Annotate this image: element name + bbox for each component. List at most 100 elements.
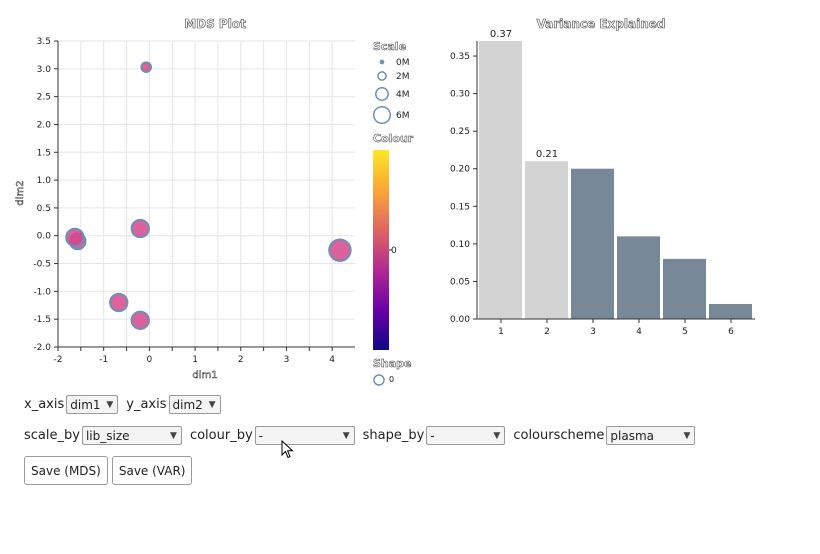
mds-ytick-label: 3.0 xyxy=(37,65,52,75)
chevron-down-icon: ▼ xyxy=(208,399,216,410)
variance-data-label: 0.37 xyxy=(490,29,512,40)
mds-point[interactable] xyxy=(65,227,85,248)
legend-colour-bar xyxy=(373,150,389,350)
mds-xtick-label: 3 xyxy=(284,355,290,365)
variance-xtick-label: 4 xyxy=(636,327,642,337)
save-mds-button[interactable]: Save (MDS) xyxy=(24,456,108,485)
mds-points[interactable] xyxy=(65,61,352,330)
mds-point[interactable] xyxy=(109,292,129,313)
shape-by-label: shape_by xyxy=(362,428,425,443)
mds-xtick-label: 1 xyxy=(192,355,198,365)
mds-ytick-label: 3.5 xyxy=(37,37,51,47)
mds-grid xyxy=(57,40,355,348)
scale-by-label: scale_by xyxy=(24,428,80,443)
mds-ytick-label: 0.0 xyxy=(37,232,52,242)
legend-scale-label: 4M xyxy=(396,90,410,100)
legend-colour-title: Colour xyxy=(373,132,414,145)
x-axis-select[interactable]: dim1 ▼ xyxy=(66,395,119,414)
save-var-button[interactable]: Save (VAR) xyxy=(111,456,193,485)
legend-colour-tick: 0 xyxy=(391,246,397,256)
mds-point[interactable] xyxy=(328,238,352,262)
legend-scale-label: 2M xyxy=(396,72,410,82)
legend-scale-symbol xyxy=(379,59,385,65)
variance-ytick-label: 0.35 xyxy=(450,52,470,62)
mds-xtick-label: -1 xyxy=(99,355,108,365)
chevron-down-icon: ▼ xyxy=(493,430,501,441)
mds-xlabel: dim1 xyxy=(192,370,217,381)
chevron-down-icon: ▼ xyxy=(683,430,691,441)
mds-ytick-label: 1.0 xyxy=(37,176,52,186)
legend-scale-symbol xyxy=(377,71,387,81)
variance-data-label: 0.21 xyxy=(536,149,558,160)
mds-point[interactable] xyxy=(130,310,150,330)
mds-ytick-label: -0.5 xyxy=(33,260,51,270)
variance-plot[interactable]: Variance Explained 0.37 0.21 1 2 3 4 5 6 0.00 0.… xyxy=(450,17,755,337)
variance-xtick-label: 2 xyxy=(544,327,550,337)
chevron-down-icon: ▼ xyxy=(342,430,350,441)
variance-bar[interactable] xyxy=(663,258,706,319)
mouse-cursor-icon xyxy=(281,440,294,459)
legend-scale-symbol xyxy=(375,87,389,101)
legend-scale-label: 0M xyxy=(396,58,410,68)
mds-xtick-label: 4 xyxy=(329,355,335,365)
variance-bar[interactable] xyxy=(709,303,752,319)
legend-shape-item: 0 xyxy=(389,375,394,384)
variance-xtick-label: 6 xyxy=(728,327,734,337)
colourscheme-label: colourscheme xyxy=(513,428,605,443)
variance-title: Variance Explained xyxy=(537,17,666,31)
mds-legend: Scale 0M 2M 4M 6M Colour 0 Shape 0 xyxy=(372,40,414,386)
mds-xtick-label: 2 xyxy=(238,355,244,365)
x-axis-label: x_axis xyxy=(24,397,65,412)
variance-ytick-label: 0.05 xyxy=(450,277,470,287)
legend-scale-label: 6M xyxy=(396,111,410,121)
variance-xtick-label: 5 xyxy=(682,327,688,337)
variance-ytick-label: 0.10 xyxy=(450,240,470,250)
mds-point[interactable] xyxy=(140,61,152,73)
y-axis-label: y_axis xyxy=(126,397,167,412)
charts-canvas: MDS Plot -2 -1 0 1 2 3 4 -2.0 -1.5 -1.0 -0.5 0.0 0.5… xyxy=(15,17,755,386)
colourscheme-select[interactable]: plasma ▼ xyxy=(606,426,696,445)
variance-xtick-label: 3 xyxy=(590,327,596,337)
legend-scale-items: 0M 2M 4M 6M xyxy=(372,58,410,125)
mds-ytick-label: -1.5 xyxy=(33,315,51,325)
variance-axes: 1 2 3 4 5 6 0.00 0.05 0.10 0.15 0.20 0.25 0.30 0.35 xyxy=(450,41,755,337)
colour-by-label: colour_by xyxy=(189,428,253,443)
mds-point[interactable] xyxy=(130,218,150,239)
chevron-down-icon: ▼ xyxy=(106,399,114,410)
axis-controls: x_axis dim1 ▼ y_axis dim2 ▼ xyxy=(24,395,229,414)
mds-ytick-label: -2.0 xyxy=(33,343,51,353)
legend-scale-symbol xyxy=(372,105,392,125)
variance-xtick-label: 1 xyxy=(498,327,504,337)
variance-ytick-label: 0.15 xyxy=(450,202,470,212)
mds-ytick-label: -1.0 xyxy=(33,287,51,297)
mds-ytick-label: 1.5 xyxy=(37,148,51,158)
mds-plot[interactable]: MDS Plot -2 -1 0 1 2 3 4 -2.0 -1.5 -1.0 -0.5 0.0 0.5… xyxy=(15,17,355,381)
variance-bars[interactable]: 0.37 0.21 xyxy=(479,29,752,319)
mds-ytick-label: 2.5 xyxy=(37,93,51,103)
variance-bar[interactable] xyxy=(617,236,660,319)
mds-ylabel: dim2 xyxy=(15,180,26,205)
mds-title: MDS Plot xyxy=(184,17,246,31)
variance-bar[interactable] xyxy=(479,41,522,319)
legend-scale-title: Scale xyxy=(373,40,406,53)
variance-ytick-label: 0.00 xyxy=(450,315,470,325)
chevron-down-icon: ▼ xyxy=(170,430,177,441)
mds-ytick-label: 0.5 xyxy=(37,204,51,214)
mds-xtick-label: 0 xyxy=(147,355,153,365)
variance-bar[interactable] xyxy=(571,168,614,319)
mds-xtick-label: -2 xyxy=(54,355,63,365)
legend-shape-symbol xyxy=(373,374,385,386)
shape-by-select[interactable]: - ▼ xyxy=(426,426,506,445)
save-controls: Save (MDS) Save (VAR) xyxy=(24,456,196,485)
scale-by-select[interactable]: lib_size ▼ xyxy=(81,426,182,445)
variance-ytick-label: 0.25 xyxy=(450,127,470,137)
variance-ytick-label: 0.30 xyxy=(450,90,470,100)
y-axis-select[interactable]: dim2 ▼ xyxy=(168,395,221,414)
mds-axes: -2 -1 0 1 2 3 4 -2.0 -1.5 -1.0 -0.5 0.0 0.5 1.0 1.5 2.0… xyxy=(33,37,355,365)
variance-ytick-label: 0.20 xyxy=(450,165,470,175)
mapping-controls: scale_by lib_size ▼ colour_by - ▼ shape_… xyxy=(24,426,703,445)
colour-by-select[interactable]: - ▼ xyxy=(254,426,355,445)
legend-shape-title: Shape xyxy=(373,357,412,370)
mds-ytick-label: 2.0 xyxy=(37,120,52,130)
variance-bar[interactable] xyxy=(525,161,568,319)
